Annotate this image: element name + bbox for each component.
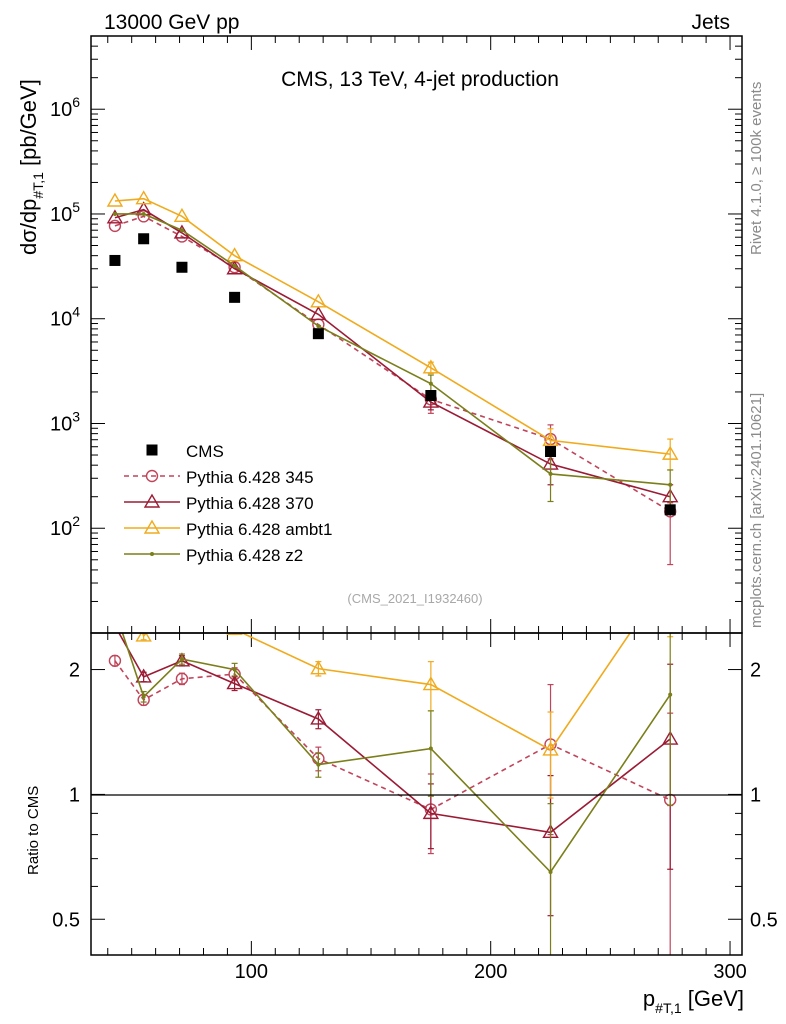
legend-label-cms: CMS — [186, 442, 224, 461]
series-marker-3 — [141, 211, 146, 216]
ratio-line-2 — [141, 633, 632, 751]
cms-data-point — [312, 328, 324, 340]
ratio-tick-label-left: 1 — [69, 784, 80, 806]
series-marker-3 — [232, 263, 237, 268]
series-marker-2 — [661, 445, 679, 460]
mcplots-source-label: mcplots.cern.ch [arXiv:2401.10621] — [748, 393, 765, 628]
legend-marker-0 — [145, 469, 159, 483]
ratio-marker-3 — [428, 746, 433, 751]
series-line-2 — [114, 197, 671, 455]
series-marker-3 — [428, 381, 433, 386]
ratio-marker-3 — [548, 869, 553, 874]
legend-swatch-cms — [146, 444, 158, 456]
ratio-tick-label-left: 0.5 — [52, 909, 80, 931]
ratio-tick-label-right: 2 — [750, 660, 761, 682]
legend-label-0: Pythia 6.428 345 — [186, 468, 314, 487]
series-marker-2 — [422, 359, 440, 374]
ratio-marker-3 — [179, 657, 184, 662]
ratio-marker-1 — [135, 668, 152, 683]
ratio-y-axis-label: Ratio to CMS — [25, 786, 42, 875]
series-marker-3 — [112, 211, 117, 216]
series-marker-2 — [542, 431, 559, 447]
ratio-marker-0 — [108, 654, 122, 667]
y-tick-label: 106 — [50, 94, 80, 121]
y-tick-label: 102 — [50, 513, 80, 540]
ratio-marker-0 — [175, 672, 189, 685]
ratio-marker-2 — [542, 741, 559, 756]
cms-data-point — [109, 254, 121, 266]
legend-marker-2 — [143, 519, 161, 534]
ratio-marker-1 — [422, 804, 440, 820]
x-axis-label: p#T,1 [GeV] — [643, 986, 744, 1016]
rivet-version-label: Rivet 4.1.0, ≥ 100k events — [748, 82, 765, 255]
series-marker-2 — [226, 247, 243, 262]
ratio-marker-2 — [226, 633, 243, 636]
ratio-marker-3 — [232, 667, 237, 672]
ratio-marker-1 — [226, 675, 243, 690]
ratio-marker-2 — [422, 676, 440, 691]
ratio-marker-1 — [108, 619, 122, 631]
ratio-line-3 — [121, 633, 671, 874]
ratio-tick-label-right: 1 — [750, 784, 761, 806]
series-marker-3 — [179, 228, 184, 233]
x-tick-label: 200 — [474, 961, 507, 983]
cms-data-point — [138, 233, 150, 245]
series-marker-1 — [422, 393, 440, 408]
series-marker-2 — [106, 192, 124, 207]
series-marker-1 — [106, 209, 124, 224]
ratio-marker-1 — [310, 710, 327, 725]
legend-label-1: Pythia 6.428 370 — [186, 494, 314, 513]
ratio-marker-2 — [175, 586, 189, 598]
cms-data-point — [664, 504, 676, 516]
series-marker-2 — [173, 207, 191, 223]
cms-data-point — [545, 446, 557, 458]
ratio-marker-2 — [663, 567, 677, 579]
ratio-marker-3 — [113, 608, 117, 612]
ratio-marker-3 — [141, 694, 146, 699]
y-tick-label: 105 — [50, 199, 80, 226]
x-tick-label: 300 — [713, 961, 746, 983]
x-tick-label: 100 — [235, 961, 268, 983]
main-plot-frame — [90, 35, 743, 634]
y-tick-label: 103 — [50, 408, 80, 435]
y-tick-label: 104 — [50, 304, 80, 331]
cms-data-point — [425, 390, 437, 402]
header-right: Jets — [691, 11, 730, 34]
series-line-3 — [114, 213, 671, 486]
legend-marker-3 — [150, 552, 154, 556]
series-marker-2 — [135, 190, 152, 205]
legend-marker-1 — [143, 493, 161, 508]
legend-label-2: Pythia 6.428 ambt1 — [186, 520, 332, 539]
ratio-marker-3 — [316, 762, 321, 767]
cms-data-point — [176, 261, 188, 273]
ratio-line-1 — [118, 633, 671, 834]
ratio-marker-2 — [310, 660, 327, 675]
series-marker-3 — [668, 482, 673, 487]
analysis-id: (CMS_2021_I1932460) — [347, 591, 482, 606]
header-left: 13000 GeV pp — [104, 11, 239, 34]
cms-data-point — [229, 291, 241, 303]
ratio-plot-frame — [90, 632, 743, 956]
ratio-marker-2 — [135, 633, 152, 642]
series-marker-3 — [316, 324, 321, 329]
ratio-tick-label-left: 2 — [69, 660, 80, 682]
y-axis-label: dσ/dp#T,1 [pb/GeV] — [16, 79, 46, 255]
series-marker-0 — [108, 219, 122, 233]
ratio-marker-3 — [668, 692, 673, 697]
legend-label-3: Pythia 6.428 z2 — [186, 546, 303, 565]
ratio-marker-2 — [108, 552, 122, 564]
series-line-0 — [114, 215, 671, 513]
ratio-tick-label-right: 0.5 — [750, 909, 778, 931]
series-marker-2 — [310, 293, 327, 308]
ratio-line-0 — [114, 660, 671, 811]
series-marker-1 — [310, 306, 327, 321]
chart-title: CMS, 13 TeV, 4-jet production — [281, 68, 559, 91]
series-marker-3 — [548, 471, 553, 476]
